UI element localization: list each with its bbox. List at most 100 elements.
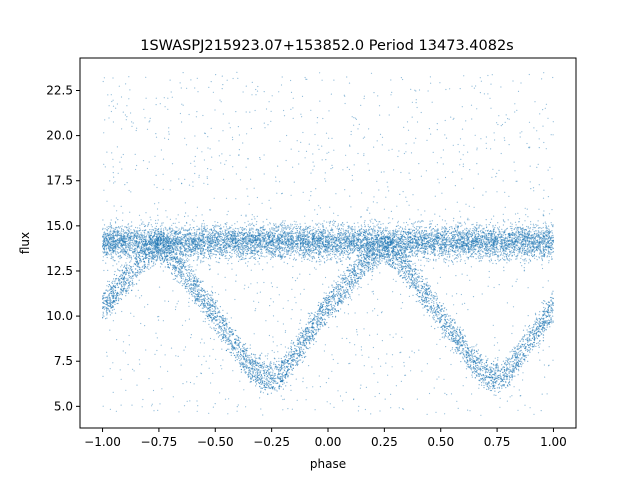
data-point [270, 233, 272, 235]
data-point [126, 251, 128, 253]
data-point [533, 234, 535, 236]
data-point [221, 251, 223, 253]
data-point [438, 232, 440, 235]
data-point [140, 238, 142, 240]
data-point [405, 232, 407, 234]
data-point [421, 226, 423, 228]
data-point [412, 237, 414, 240]
data-point [146, 250, 149, 252]
data-point [283, 240, 285, 242]
data-point [237, 230, 239, 232]
data-point [327, 229, 329, 231]
data-point [304, 222, 306, 224]
data-point [252, 247, 254, 249]
data-point [364, 242, 366, 244]
data-point [102, 219, 104, 221]
data-point [459, 231, 461, 233]
data-point [546, 256, 548, 258]
data-point [132, 242, 134, 244]
data-point [212, 224, 214, 227]
data-point [186, 251, 188, 253]
data-point [370, 256, 372, 258]
data-point [207, 231, 209, 233]
data-point [376, 224, 378, 226]
data-point [288, 226, 290, 228]
data-point [444, 220, 446, 222]
data-point [145, 229, 147, 231]
data-point [333, 249, 335, 251]
data-point [202, 236, 205, 238]
data-point [271, 227, 273, 229]
data-point [298, 239, 300, 241]
data-point [140, 239, 142, 241]
data-point [108, 225, 110, 228]
data-point [453, 258, 455, 260]
data-point [281, 250, 283, 252]
data-point [343, 236, 346, 239]
data-point [235, 239, 237, 241]
data-point [414, 221, 417, 223]
data-point [185, 250, 187, 252]
data-point [330, 252, 332, 255]
data-point [457, 256, 460, 258]
data-point [523, 260, 525, 262]
data-point [524, 231, 526, 233]
data-point [523, 232, 526, 234]
data-point [545, 232, 547, 234]
data-point [415, 231, 418, 233]
data-point [206, 227, 208, 229]
data-point [414, 247, 416, 249]
data-point [103, 246, 106, 248]
data-point [285, 232, 287, 234]
data-point [225, 252, 227, 254]
data-point [266, 239, 268, 241]
data-point [495, 263, 497, 265]
data-point [204, 226, 206, 229]
data-point [525, 242, 527, 244]
data-point [252, 230, 254, 233]
data-point [478, 249, 480, 251]
data-point [444, 241, 446, 243]
data-point [182, 255, 184, 257]
data-point [302, 239, 305, 242]
data-point [181, 252, 183, 254]
data-point [235, 254, 238, 256]
data-point [483, 235, 486, 237]
data-point [105, 249, 107, 251]
data-point [496, 245, 498, 248]
data-point [259, 252, 262, 254]
data-point [151, 247, 153, 249]
data-point [234, 248, 236, 250]
data-point [201, 237, 203, 239]
data-point [173, 245, 175, 247]
data-point [545, 223, 547, 225]
data-point [301, 252, 303, 254]
data-point [424, 252, 426, 254]
data-point [217, 221, 219, 224]
data-point [103, 224, 106, 226]
data-point [122, 229, 124, 231]
data-point [465, 250, 467, 252]
data-point [153, 246, 155, 248]
data-point [127, 233, 129, 236]
data-point [381, 246, 383, 248]
data-point [102, 251, 104, 253]
data-point [363, 229, 365, 231]
data-point [230, 244, 232, 246]
data-point [226, 232, 228, 234]
data-point [323, 236, 325, 239]
data-point [480, 249, 482, 251]
data-point [256, 221, 258, 223]
data-point [516, 247, 518, 249]
data-point [238, 235, 240, 237]
data-point [501, 231, 503, 233]
data-point [511, 237, 513, 239]
data-point [242, 256, 244, 258]
data-point [497, 236, 499, 239]
data-point [377, 223, 379, 225]
data-point [370, 251, 372, 253]
data-point [420, 259, 422, 261]
data-point [253, 252, 255, 254]
data-point [434, 229, 436, 231]
data-point [476, 233, 478, 235]
